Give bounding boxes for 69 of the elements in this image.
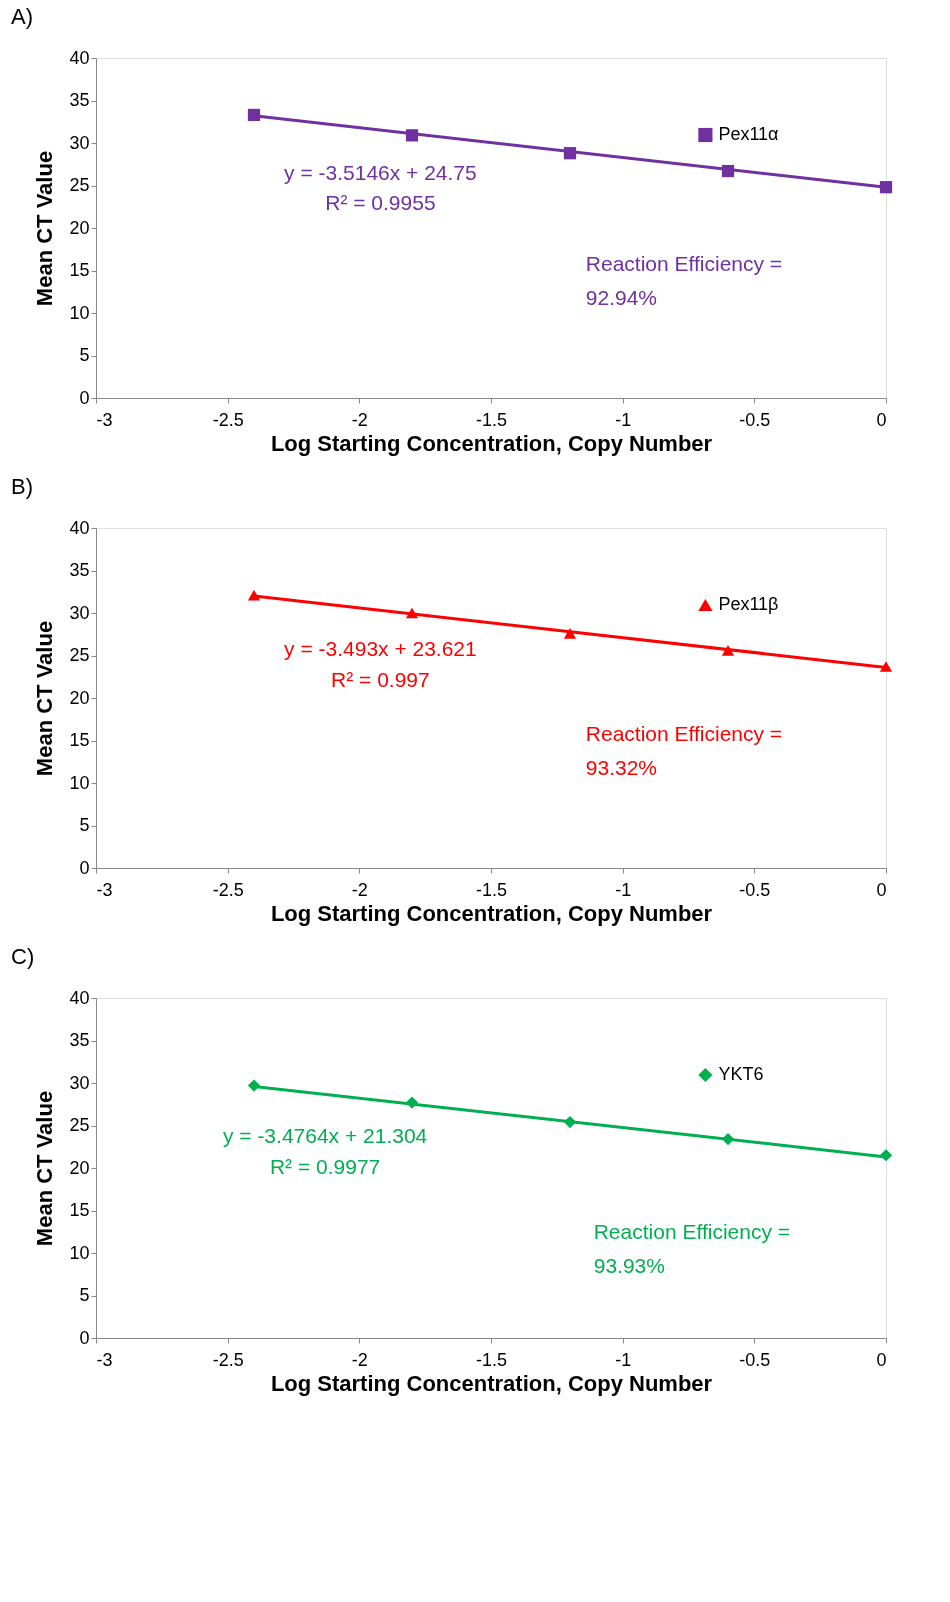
y-axis-title: Mean CT Value — [32, 1090, 58, 1247]
x-tick-label: -2 — [351, 1349, 368, 1370]
y-tick-label: 40 — [69, 987, 90, 1008]
chart-title: B) — [11, 474, 33, 499]
y-tick-label: 20 — [69, 1157, 90, 1178]
y-tick-label: 5 — [79, 815, 90, 835]
annotation: R² = 0.9977 — [269, 1155, 381, 1178]
legend-label: Pex11α — [718, 124, 779, 144]
y-tick-label: 10 — [69, 1242, 90, 1263]
x-tick-label: -1.5 — [475, 1349, 508, 1370]
x-axis-title: Log Starting Concentration, Copy Number — [270, 430, 713, 456]
x-tick-label: -2 — [351, 879, 368, 900]
x-tick-label: -0.5 — [739, 409, 771, 430]
annotation: y = -3.493x + 23.621 — [284, 637, 477, 661]
x-tick-label: -3 — [96, 409, 113, 430]
y-tick-label: 0 — [79, 387, 90, 408]
x-tick-label: 0 — [876, 879, 887, 900]
y-tick-label: 40 — [69, 517, 90, 538]
y-axis-title: Mean CT Value — [32, 150, 58, 307]
y-tick-label: 25 — [69, 175, 90, 195]
annotation: y = -3.5146x + 24.75 — [284, 160, 477, 184]
annotation: R² = 0.9955 — [325, 191, 436, 215]
y-tick-label: 20 — [69, 217, 90, 238]
x-tick-label: -0.5 — [739, 1349, 771, 1370]
annotation: Reaction Efficiency = 93.32% — [585, 722, 783, 780]
x-tick-label: -2 — [351, 409, 368, 430]
y-tick-label: 0 — [79, 857, 90, 878]
y-tick-label: 30 — [69, 602, 90, 623]
x-tick-label: -1 — [615, 1349, 632, 1370]
annotation: Reaction Efficiency = 92.94% — [585, 252, 783, 310]
y-tick-label: 30 — [69, 132, 90, 153]
annotation: y = -3.4764x + 21.304 — [222, 1124, 428, 1148]
x-tick-label: -1.5 — [475, 879, 508, 900]
y-tick-label: 20 — [69, 687, 90, 708]
y-tick-label: 10 — [69, 772, 90, 793]
y-tick-label: 0 — [79, 1327, 90, 1348]
chart-title: A) — [11, 4, 33, 29]
y-tick-label: 40 — [69, 47, 90, 68]
x-tick-label: 0 — [876, 409, 887, 430]
x-axis-title: Log Starting Concentration, Copy Number — [270, 1370, 713, 1396]
y-tick-label: 25 — [69, 1115, 90, 1135]
y-tick-label: 15 — [69, 260, 90, 280]
x-tick-label: -2.5 — [212, 879, 244, 900]
legend-label: Pex11β — [718, 594, 779, 614]
y-tick-label: 35 — [69, 90, 90, 110]
y-tick-label: 30 — [69, 1072, 90, 1093]
chart-title: C) — [11, 944, 35, 969]
y-tick-label: 10 — [69, 302, 90, 323]
annotation: R² = 0.997 — [331, 668, 430, 691]
x-axis-title: Log Starting Concentration, Copy Number — [270, 900, 713, 926]
y-tick-label: 15 — [69, 1200, 90, 1220]
y-tick-label: 5 — [79, 1285, 90, 1305]
x-tick-label: -1 — [615, 879, 632, 900]
x-tick-label: -1.5 — [475, 409, 508, 430]
legend-label: YKT6 — [718, 1064, 764, 1084]
y-tick-label: 25 — [69, 645, 90, 665]
y-tick-label: 35 — [69, 1030, 90, 1050]
x-tick-label: -2.5 — [212, 1349, 244, 1370]
x-tick-label: -3 — [96, 1349, 113, 1370]
x-tick-label: -3 — [96, 879, 113, 900]
annotation: Reaction Efficiency = 93.93% — [593, 1219, 791, 1277]
y-tick-label: 5 — [79, 345, 90, 365]
x-tick-label: -2.5 — [212, 409, 244, 430]
y-tick-label: 35 — [69, 560, 90, 580]
x-tick-label: -0.5 — [739, 879, 771, 900]
y-tick-label: 15 — [69, 730, 90, 750]
x-tick-label: -1 — [615, 409, 632, 430]
x-tick-label: 0 — [876, 1349, 887, 1370]
y-axis-title: Mean CT Value — [32, 620, 58, 777]
